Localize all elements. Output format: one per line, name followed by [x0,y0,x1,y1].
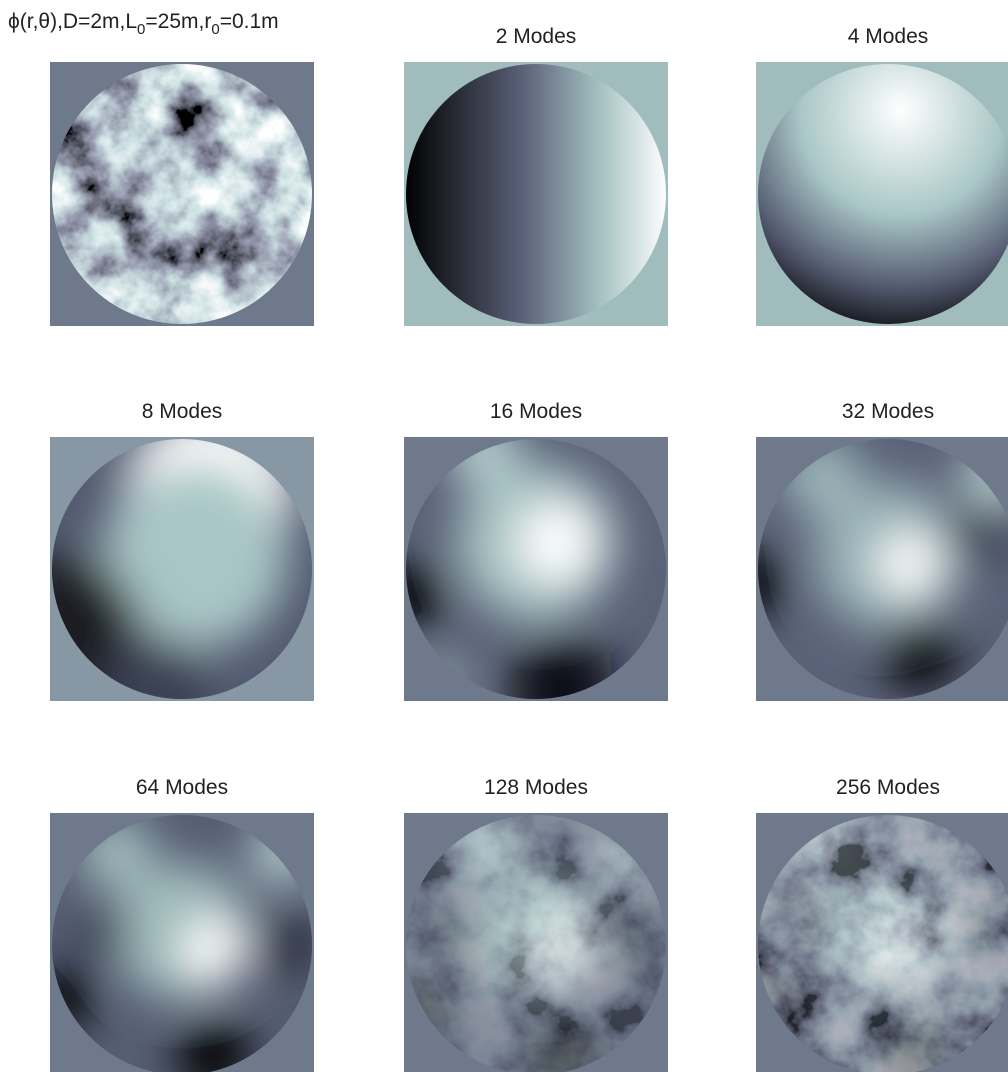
pupil-image [406,64,666,324]
panel-title: 32 Modes [842,400,934,423]
phase-panel [404,62,668,326]
phase-blob [946,495,1008,564]
phase-blob [102,463,288,649]
panel-title: 4 Modes [848,25,929,48]
panel-title: 16 Modes [490,400,582,423]
phase-panel [404,437,668,701]
phase-panel [756,62,1008,326]
phase-panel [50,813,314,1072]
phase-panel [756,437,1008,701]
phase-noise [406,815,666,1072]
phase-panel [50,62,314,326]
pupil-image [758,64,1008,324]
title-part: 0 [211,21,219,38]
title-part: =0.1m [220,10,279,33]
pupil-image [52,64,312,324]
phase-blob [509,635,616,699]
pupil-image [758,815,1008,1072]
phase-blob [76,905,130,959]
phase-blob [882,616,957,691]
phase-blob [176,1018,251,1072]
pupil-image [758,439,1008,699]
phase-noise [52,64,312,324]
panel-title: 8 Modes [142,400,223,423]
panel-title: 256 Modes [836,776,940,799]
panel-title: 128 Modes [484,776,588,799]
phase-blob [517,502,597,583]
phase-panel [756,813,1008,1072]
phase-blob [758,550,788,614]
phase-fill [758,64,1008,324]
phase-panel [50,437,314,701]
phase-blob [877,532,941,596]
phase-blob [406,561,447,630]
pupil-image [406,815,666,1072]
phase-noise [758,815,1008,1072]
panel-title: 2 Modes [496,25,577,48]
title-part: ϕ(r,θ),D=2m,L [8,10,137,33]
phase-blob [255,913,312,977]
phase-blob [182,918,246,982]
panel-title: ϕ(r,θ),D=2m,L0=25m,r0=0.1m [8,10,279,38]
panel-title: 64 Modes [136,776,228,799]
phase-blob [102,635,209,699]
phase-panel [404,813,668,1072]
title-part: =25m,r [145,10,211,33]
phase-fill [406,64,666,324]
title-part: 0 [137,21,145,38]
